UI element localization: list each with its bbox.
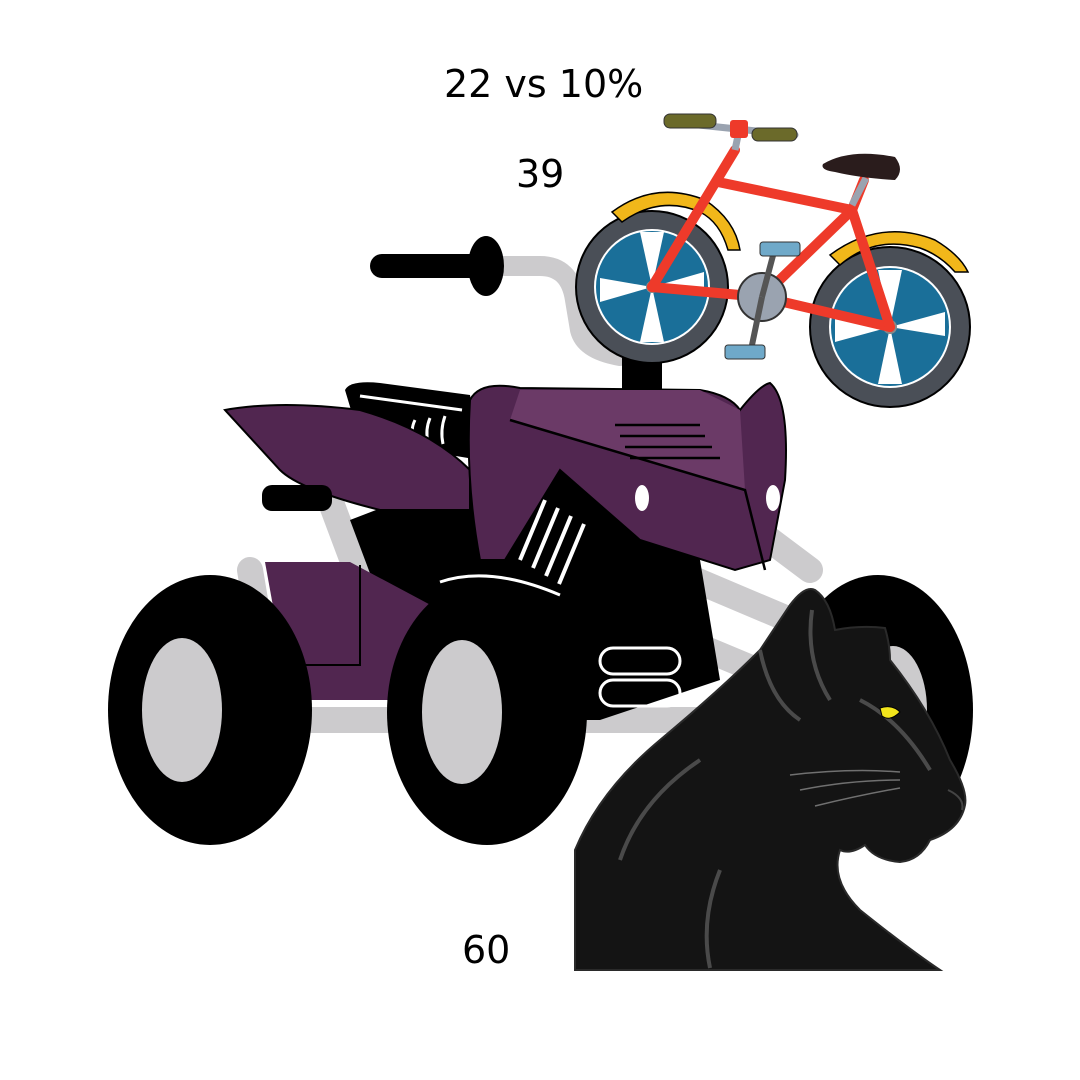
panther-eye [879, 706, 901, 719]
atv-front-left-wheel [387, 574, 587, 845]
atv-exhaust-slots [598, 646, 682, 708]
stat-label-bottom: 60 [462, 928, 511, 972]
bicycle-frame [647, 145, 895, 332]
bicycle-handlebar [663, 113, 799, 151]
stat-label-middle: 39 [516, 152, 565, 196]
panther-whiskers [789, 769, 901, 807]
bicycle-seat [822, 153, 900, 207]
panther-highlights [618, 609, 932, 969]
panther-body [574, 588, 967, 971]
bicycle-rear-fender [610, 191, 741, 251]
stat-label-top: 22 vs 10% [444, 62, 644, 106]
bicycle-crank [724, 241, 801, 360]
atv-rear-left-wheel [108, 575, 312, 845]
atv-engine-vents [518, 499, 586, 585]
